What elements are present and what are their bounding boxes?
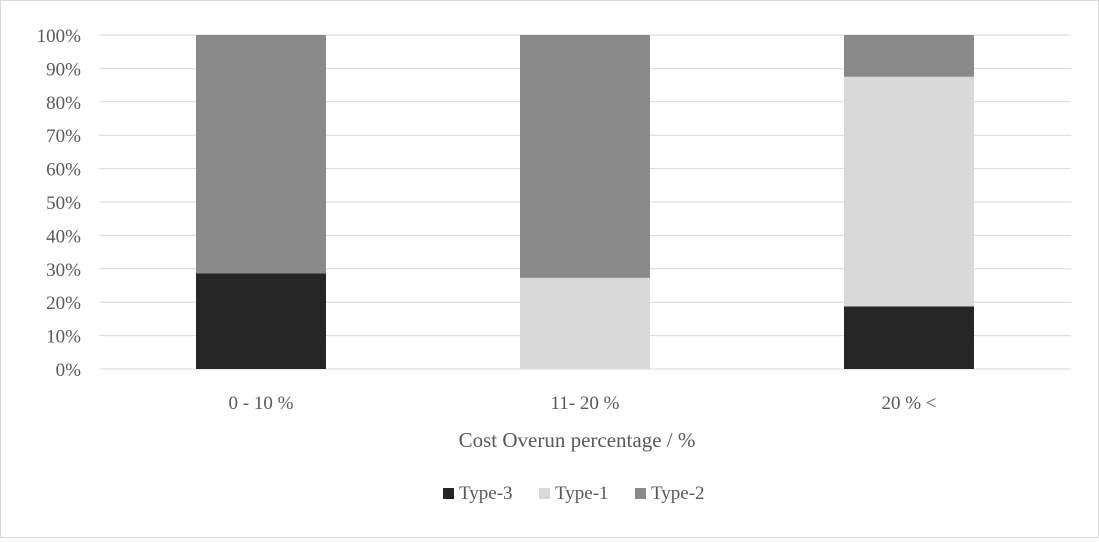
y-tick-label: 100% bbox=[37, 26, 82, 47]
bar-segment-type-2 bbox=[844, 35, 974, 77]
x-axis-title: Cost Overun percentage / % bbox=[459, 428, 696, 452]
legend: Type-3 Type-1 Type-2 bbox=[443, 483, 705, 504]
y-tick-label: 50% bbox=[46, 193, 81, 214]
x-axis-category-labels: 0 - 10 % 11- 20 % 20 % < bbox=[229, 393, 937, 414]
legend-swatch-type-3 bbox=[443, 488, 454, 499]
y-tick-label: 80% bbox=[46, 93, 81, 114]
bar-segment-type-2 bbox=[520, 35, 650, 278]
y-tick-label: 70% bbox=[46, 126, 81, 147]
y-tick-label: 60% bbox=[46, 160, 81, 181]
bar-segment-type-3 bbox=[844, 306, 974, 369]
bars bbox=[196, 35, 974, 369]
bar-segment-type-3 bbox=[196, 273, 326, 369]
y-tick-label: 90% bbox=[46, 59, 81, 80]
y-tick-label: 40% bbox=[46, 226, 81, 247]
bar-segment-type-1 bbox=[520, 277, 650, 369]
legend-swatch-type-1 bbox=[539, 488, 550, 499]
y-tick-label: 20% bbox=[46, 293, 81, 314]
y-tick-label: 10% bbox=[46, 327, 81, 348]
legend-label-type-2: Type-2 bbox=[651, 483, 705, 504]
y-tick-label: 0% bbox=[56, 360, 82, 381]
x-category-label: 0 - 10 % bbox=[229, 393, 294, 414]
x-category-label: 20 % < bbox=[881, 393, 936, 414]
y-axis-tick-labels: 0% 10% 20% 30% 40% 50% 60% 70% 80% 90% 100% bbox=[37, 26, 82, 381]
bar-segment-type-1 bbox=[844, 76, 974, 307]
y-tick-label: 30% bbox=[46, 260, 81, 281]
x-category-label: 11- 20 % bbox=[551, 393, 620, 414]
legend-label-type-3: Type-3 bbox=[459, 483, 513, 504]
legend-label-type-1: Type-1 bbox=[555, 483, 609, 504]
bar-segment-type-2 bbox=[196, 35, 326, 274]
legend-swatch-type-2 bbox=[635, 488, 646, 499]
